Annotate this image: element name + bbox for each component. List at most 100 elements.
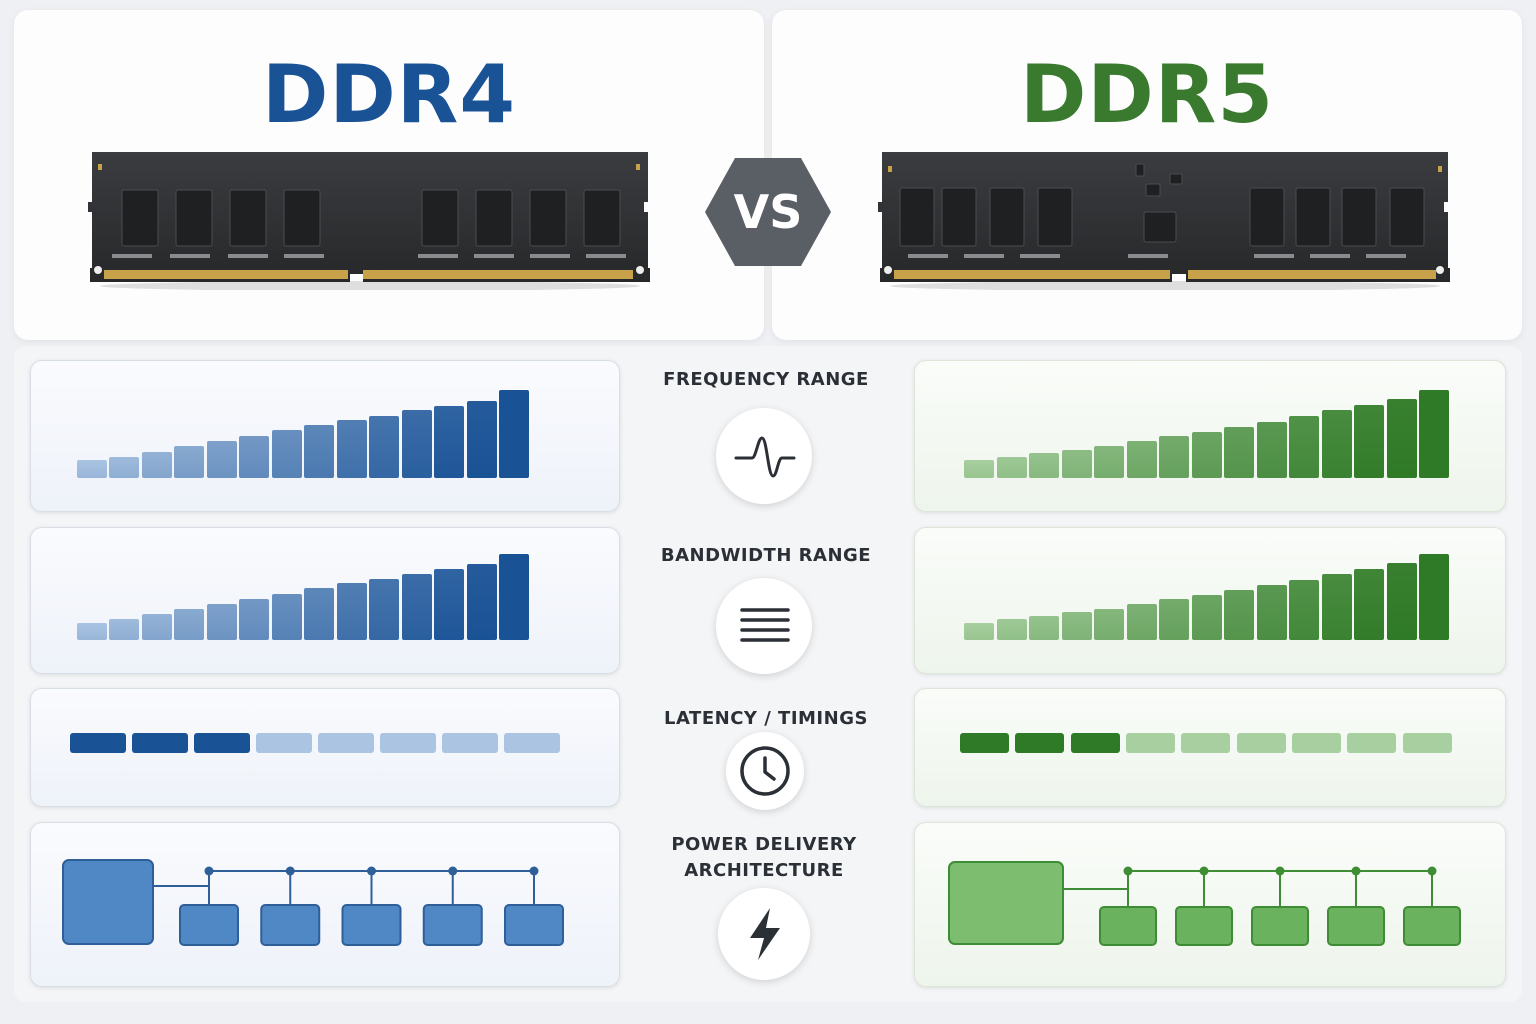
bar (1224, 427, 1254, 478)
waveform-icon (716, 408, 812, 504)
ddr4-power-diagram (62, 859, 564, 946)
bar (174, 446, 204, 478)
power-rail-block (1327, 906, 1385, 946)
bar (369, 579, 399, 640)
latency-segment-filled (70, 733, 126, 753)
bar (467, 401, 497, 478)
latency-segment-empty (380, 733, 436, 753)
bar (1029, 616, 1059, 640)
bar (77, 623, 107, 640)
power-rail-block (1099, 906, 1157, 946)
ddr5-bandwidth-bars (914, 527, 1504, 672)
bar (1159, 436, 1189, 478)
power-node (367, 866, 376, 876)
bar (239, 599, 269, 640)
lines-icon (716, 578, 812, 674)
bar (434, 569, 464, 640)
latency-segment-empty (1292, 733, 1341, 753)
clock-icon (726, 732, 804, 810)
bar (1192, 432, 1222, 478)
bar (964, 460, 994, 478)
frequency-range-label: FREQUENCY RANGE (663, 369, 869, 390)
bar (1322, 574, 1352, 640)
vs-hexagon-icon (705, 158, 831, 266)
power-delivery-label: POWER DELIVERY ARCHITECTURE (671, 834, 857, 881)
latency-segment-empty (1126, 733, 1175, 753)
latency-segment-filled (132, 733, 188, 753)
power-controller-block (62, 859, 154, 945)
bar (369, 416, 399, 478)
bar (1354, 405, 1384, 478)
bar (499, 554, 529, 640)
ddr4-bandwidth-bars (30, 527, 618, 672)
power-node (529, 866, 539, 876)
bar (77, 460, 107, 478)
power-rail-block (260, 904, 321, 946)
bar (1289, 416, 1319, 478)
bar (1289, 580, 1319, 640)
bar (1224, 590, 1254, 640)
bar (304, 588, 334, 640)
bar (304, 425, 334, 478)
bar (1062, 612, 1092, 640)
bar (997, 619, 1027, 640)
ddr4-frequency-bars (30, 360, 618, 510)
power-rail-block (1175, 906, 1233, 946)
bar (1094, 609, 1124, 640)
bar (174, 609, 204, 640)
ddr4-title: DDR4 (261, 48, 517, 141)
bar (402, 574, 432, 640)
bar (1159, 599, 1189, 640)
power-node (204, 866, 214, 876)
bar (109, 619, 139, 640)
latency-segment-empty (256, 733, 312, 753)
bar (272, 430, 302, 478)
bar (997, 457, 1027, 478)
power-rail-block (422, 904, 483, 946)
latency-segment-filled (960, 733, 1009, 753)
bar (1419, 390, 1449, 478)
bar (1062, 450, 1092, 478)
latency-segment-filled (1071, 733, 1120, 753)
bar (1257, 585, 1287, 640)
bar (142, 614, 172, 640)
ddr4-memory-module (88, 152, 650, 290)
bar (337, 583, 367, 640)
power-node (285, 866, 295, 876)
latency-segment-filled (1015, 733, 1064, 753)
latency-timings-label: LATENCY / TIMINGS (664, 708, 868, 729)
latency-segment-empty (1403, 733, 1452, 753)
power-node (1199, 866, 1209, 876)
power-node (1123, 866, 1133, 876)
latency-segment-empty (1181, 733, 1230, 753)
ddr5-title: DDR5 (1019, 48, 1275, 141)
ddr5-power-diagram (948, 861, 1461, 946)
power-rail-block (341, 904, 402, 946)
latency-segment-empty (504, 733, 560, 753)
lightning-icon (718, 888, 810, 980)
power-node (1427, 866, 1437, 876)
bar (1094, 446, 1124, 478)
latency-segment-empty (1237, 733, 1286, 753)
bar (1419, 554, 1449, 640)
bar (467, 564, 497, 640)
power-rail-block (179, 904, 239, 946)
bar (402, 410, 432, 478)
power-node (448, 866, 458, 876)
bar (1127, 441, 1157, 478)
latency-segment-empty (318, 733, 374, 753)
ddr5-frequency-bars (914, 360, 1504, 510)
latency-segment-filled (194, 733, 250, 753)
latency-segment-empty (1347, 733, 1396, 753)
power-rail-block (1251, 906, 1309, 946)
bar (142, 452, 172, 478)
vs-label: VS (733, 185, 803, 239)
bar (1387, 399, 1417, 478)
bar (239, 436, 269, 478)
power-node (1275, 866, 1285, 876)
bar (337, 420, 367, 478)
ddr4-latency-segments (30, 688, 618, 805)
bar (1354, 569, 1384, 640)
bar (434, 406, 464, 478)
bar (109, 457, 139, 478)
